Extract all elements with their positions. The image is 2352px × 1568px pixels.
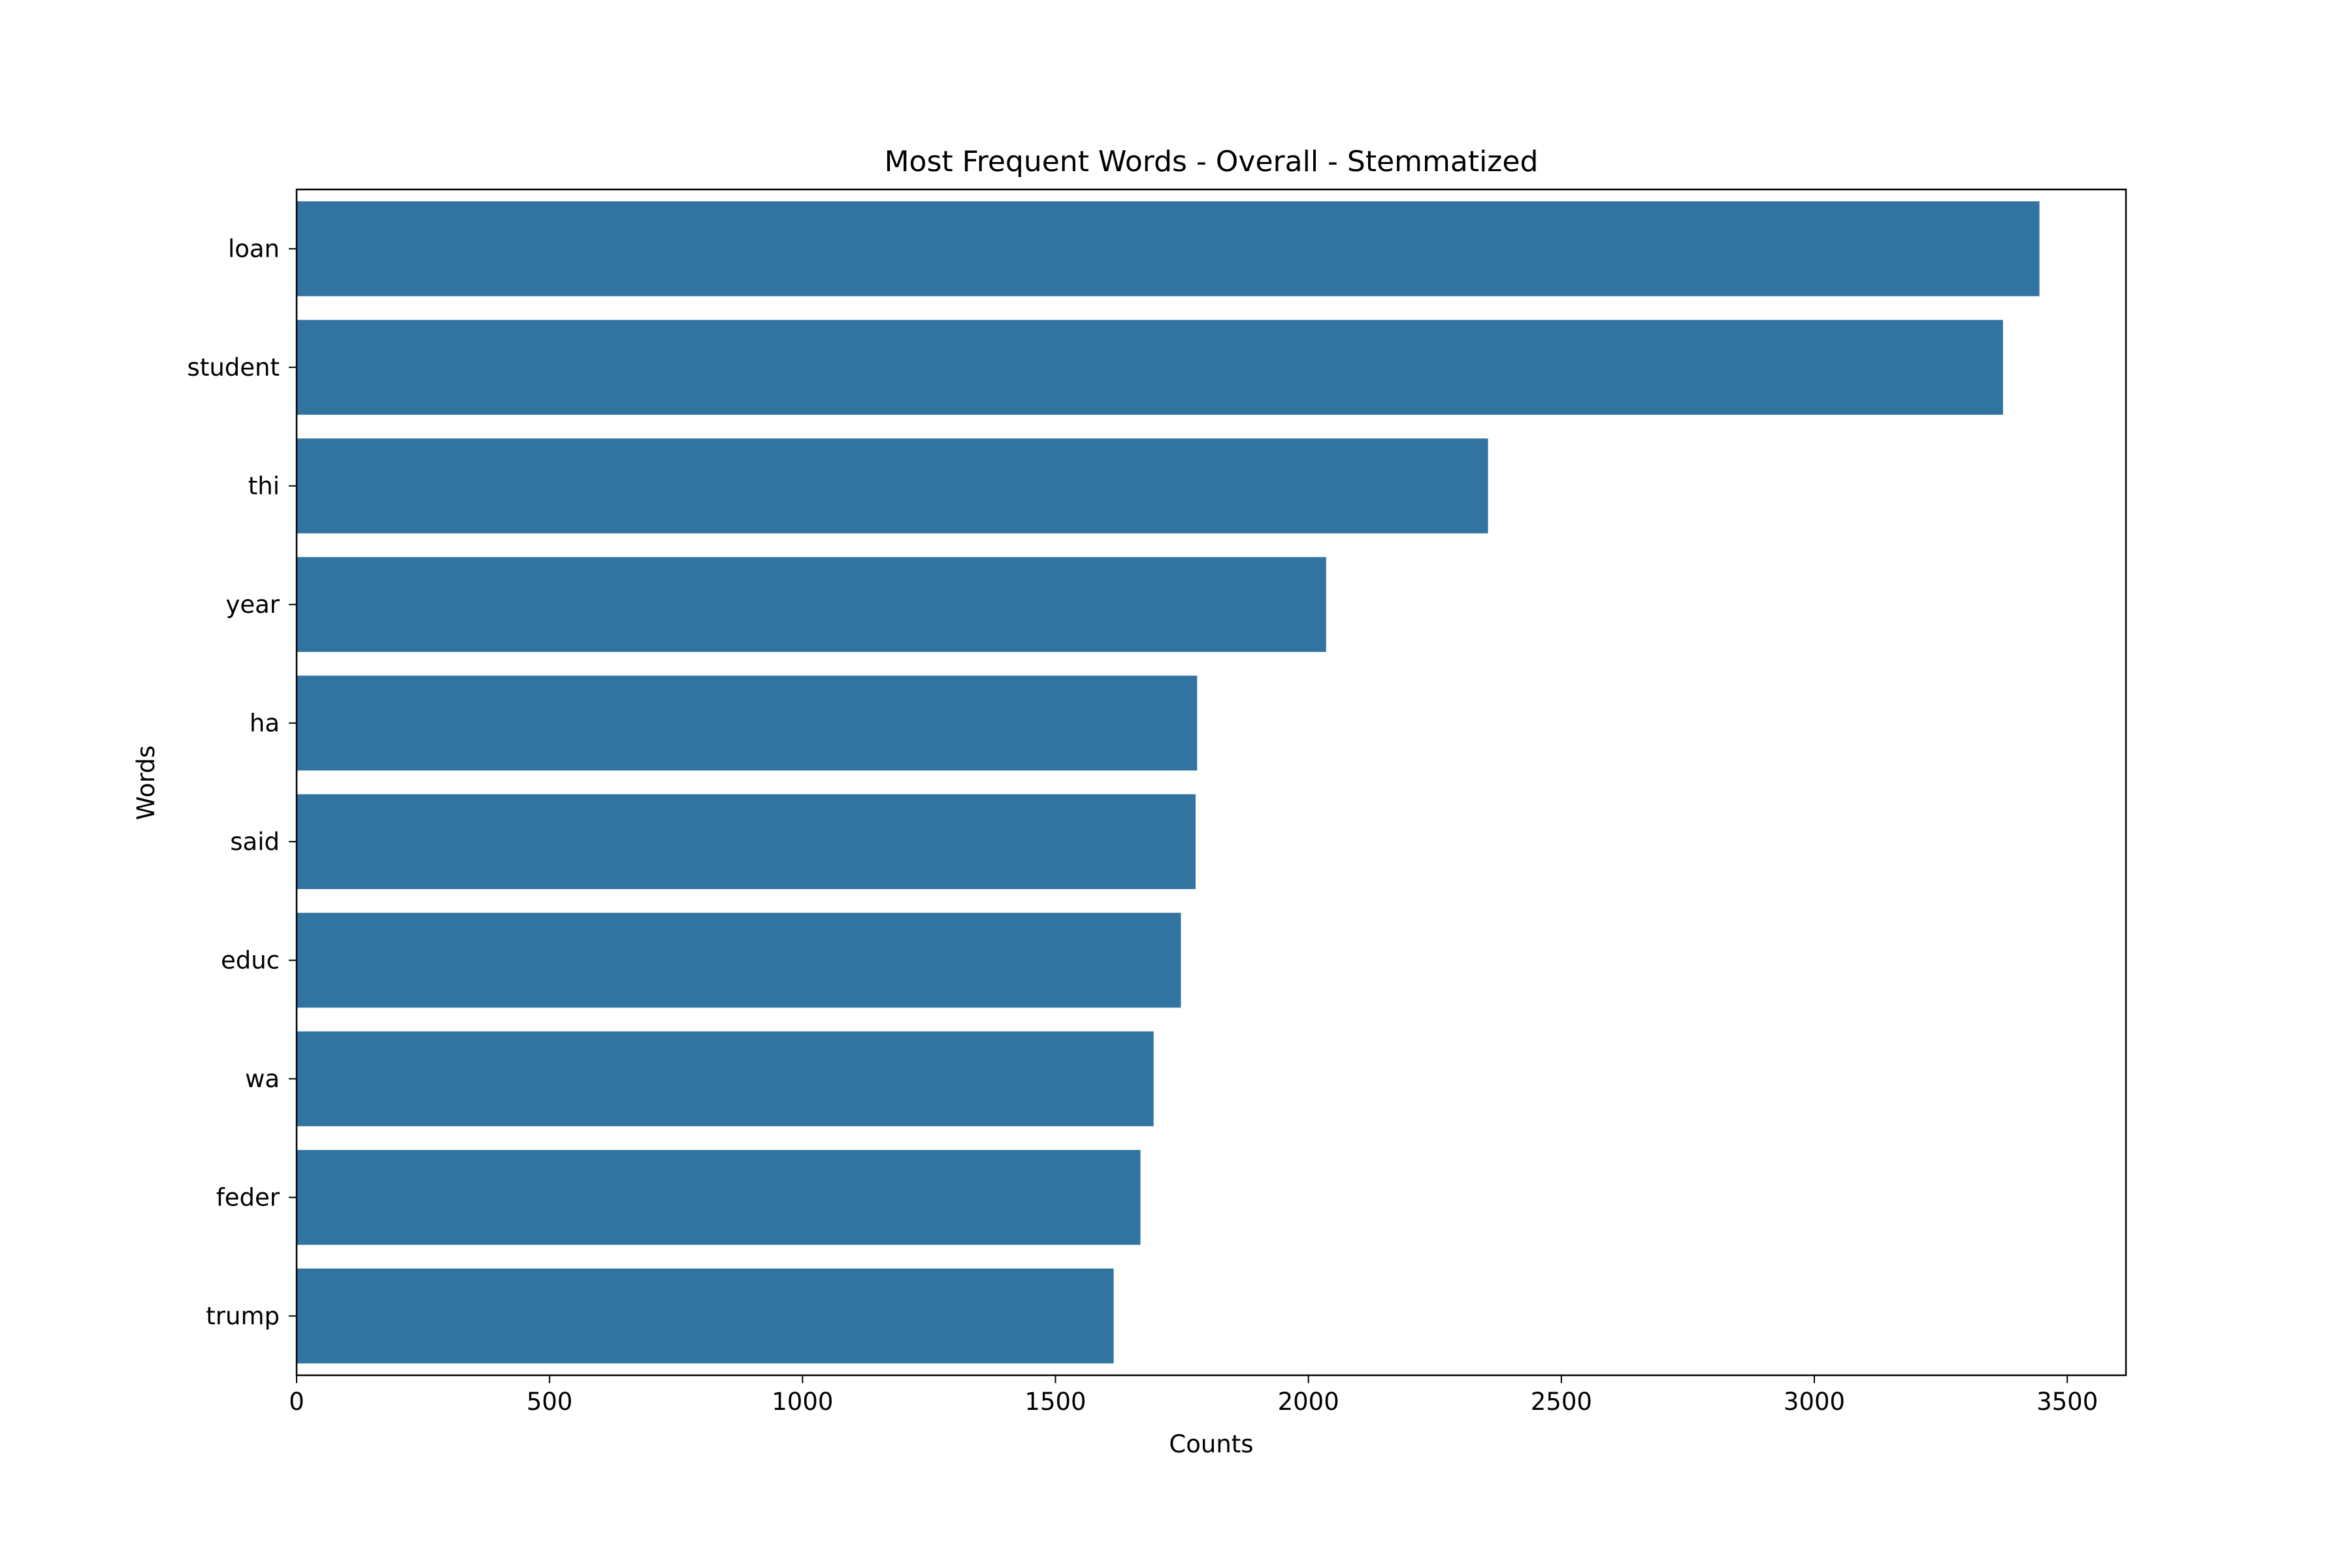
y-tick-label: loan bbox=[228, 235, 280, 263]
x-tick-label: 2000 bbox=[1278, 1388, 1339, 1416]
y-tick-label: student bbox=[188, 353, 280, 382]
y-tick-label: educ bbox=[221, 946, 280, 974]
y-tick-label: said bbox=[230, 828, 280, 856]
x-tick-label: 3500 bbox=[2036, 1388, 2098, 1416]
bar-loan bbox=[297, 201, 2040, 297]
y-axis-label: Words bbox=[132, 745, 160, 820]
bar-ha bbox=[297, 676, 1198, 771]
x-tick-label: 1000 bbox=[772, 1388, 833, 1416]
bar-wa bbox=[297, 1031, 1154, 1126]
bar-year bbox=[297, 557, 1326, 652]
chart-title: Most Frequent Words - Overall - Stemmati… bbox=[885, 145, 1539, 178]
bars-group bbox=[297, 201, 2040, 1364]
bar-educ bbox=[297, 913, 1181, 1008]
x-tick-label: 1500 bbox=[1024, 1388, 1086, 1416]
bar-trump bbox=[297, 1268, 1114, 1364]
bar-student bbox=[297, 319, 2003, 415]
y-axis-ticks: loan student thi year ha said educ wa feder trump bbox=[188, 235, 297, 1330]
y-tick-label: ha bbox=[250, 709, 280, 737]
y-tick-label: trump bbox=[206, 1302, 280, 1330]
x-tick-label: 2500 bbox=[1531, 1388, 1592, 1416]
x-tick-label: 500 bbox=[527, 1388, 573, 1416]
bar-feder bbox=[297, 1150, 1141, 1245]
bar-said bbox=[297, 794, 1196, 889]
y-tick-label: year bbox=[225, 591, 280, 619]
y-tick-label: wa bbox=[245, 1065, 280, 1093]
x-tick-label: 3000 bbox=[1784, 1388, 1845, 1416]
x-tick-label: 0 bbox=[289, 1388, 304, 1416]
x-axis-label: Counts bbox=[1169, 1430, 1253, 1458]
y-tick-label: thi bbox=[248, 472, 280, 500]
bar-thi bbox=[297, 438, 1488, 534]
plot-frame bbox=[295, 188, 2127, 1377]
y-tick-label: feder bbox=[216, 1183, 280, 1211]
x-axis-ticks: 0 500 1000 1500 2000 2500 3000 3500 bbox=[289, 1375, 2098, 1416]
